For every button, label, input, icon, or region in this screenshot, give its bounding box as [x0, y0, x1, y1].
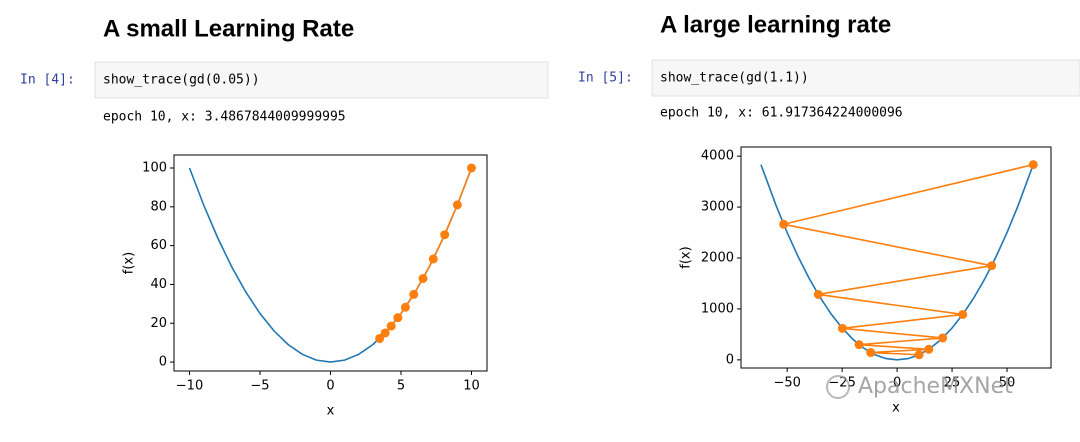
watermark: ApacheMXNet — [858, 374, 1013, 399]
line — [760, 164, 1034, 361]
y-tick-label: 3000 — [701, 200, 734, 215]
x-tick-label: 0 — [326, 379, 334, 394]
y-tick-label: 1000 — [701, 301, 734, 316]
marker — [854, 340, 864, 350]
x-axis-label: x — [892, 401, 900, 416]
x-axis-label: x — [327, 404, 335, 419]
prompt: In [5]: — [578, 71, 633, 86]
output: epoch 10, x: 3.4867844009999995 — [103, 110, 346, 125]
x-tick-label: 50 — [999, 376, 1016, 391]
x-tick-label: −10 — [176, 379, 203, 394]
output: epoch 10, x: 61.917364224000096 — [660, 106, 903, 121]
marker — [987, 261, 997, 271]
y-axis-label: f(x) — [679, 246, 694, 268]
y-tick-label: 80 — [150, 199, 167, 214]
marker — [452, 200, 462, 210]
x-tick-label: −5 — [250, 379, 269, 394]
y-tick-label: 2000 — [701, 251, 734, 266]
marker — [375, 333, 385, 343]
code: show_trace(gd(0.05)) — [103, 73, 260, 88]
heading: A small Learning Rate — [103, 15, 354, 42]
line — [783, 163, 1034, 356]
axes-frame — [173, 154, 488, 372]
y-tick-label: 40 — [150, 277, 167, 292]
y-tick-label: 20 — [150, 316, 167, 331]
y-axis-label: f(x) — [122, 252, 137, 274]
y-tick-label: 60 — [150, 238, 167, 253]
x-tick-label: 25 — [944, 376, 961, 391]
marker — [779, 219, 789, 229]
marker — [440, 230, 450, 240]
code: show_trace(gd(1.1)) — [660, 71, 809, 86]
x-tick-label: 10 — [463, 379, 480, 394]
marker — [1028, 160, 1038, 170]
line — [379, 167, 473, 340]
marker — [466, 163, 476, 173]
marker — [400, 302, 410, 312]
y-tick-label: 100 — [142, 161, 167, 176]
marker — [866, 348, 876, 358]
code-cell[interactable] — [94, 61, 549, 99]
marker — [958, 309, 968, 319]
marker — [914, 350, 924, 360]
x-tick-label: −50 — [773, 376, 800, 391]
marker — [428, 254, 438, 264]
code-cell[interactable] — [651, 59, 1080, 97]
marker — [409, 289, 419, 299]
marker — [418, 274, 428, 284]
prompt: In [4]: — [20, 73, 75, 88]
marker — [924, 344, 934, 354]
y-tick-label: 4000 — [701, 149, 734, 164]
marker — [380, 328, 390, 338]
y-tick-label: 0 — [159, 355, 167, 370]
axes-frame — [740, 146, 1052, 369]
marker — [393, 313, 403, 323]
marker — [386, 321, 396, 331]
heading: A large learning rate — [660, 11, 891, 38]
x-tick-label: 5 — [397, 379, 405, 394]
marker — [938, 333, 948, 343]
x-tick-label: 0 — [893, 376, 901, 391]
y-tick-label: 0 — [726, 352, 734, 367]
watermark-icon — [826, 375, 850, 399]
marker — [813, 289, 823, 299]
marker — [837, 323, 847, 333]
